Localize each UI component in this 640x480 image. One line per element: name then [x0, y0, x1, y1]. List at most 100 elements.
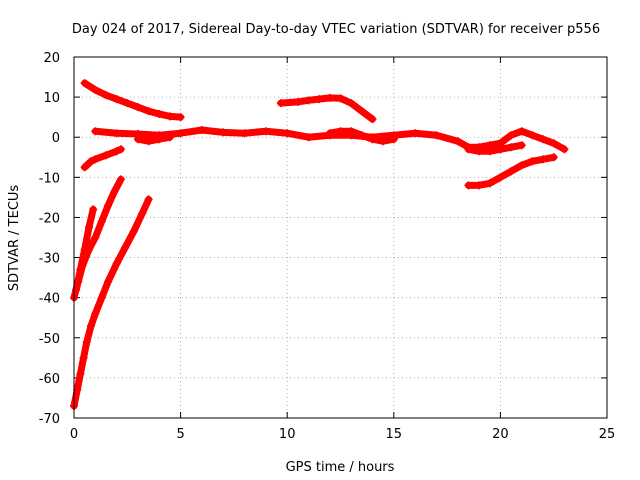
data-point — [112, 259, 121, 268]
data-point — [155, 135, 164, 144]
data-point — [496, 173, 505, 182]
data-point — [357, 107, 366, 116]
y-tick-label: -40 — [39, 292, 60, 307]
x-tick-label: 25 — [599, 427, 616, 442]
data-point — [432, 131, 441, 140]
data-point — [325, 93, 334, 102]
data-point — [485, 179, 494, 188]
data-point — [116, 175, 125, 184]
data-point — [276, 99, 285, 108]
series-arc-4 — [276, 93, 377, 124]
y-tick-label: -50 — [39, 332, 60, 347]
data-point — [475, 147, 484, 156]
x-tick-label: 20 — [492, 427, 509, 442]
data-point — [368, 135, 377, 144]
data-point — [411, 129, 420, 138]
data-point — [104, 277, 113, 286]
series-arc-7 — [464, 153, 558, 190]
data-point — [80, 245, 89, 254]
series-arc-6 — [464, 141, 526, 156]
data-point — [549, 139, 558, 148]
data-point — [91, 85, 100, 94]
x-tick-label: 5 — [176, 427, 184, 442]
data-point — [560, 145, 569, 154]
axis-ticks: 0 5 10 15 20 25 -70 -60 -50 -40 -30 -20 -10 0 10 20 — [39, 51, 616, 442]
data-point — [507, 131, 516, 140]
x-tick-label: 15 — [386, 427, 403, 442]
data-series — [70, 79, 569, 410]
data-point — [336, 94, 345, 103]
series-line — [277, 94, 376, 123]
data-point — [507, 143, 516, 152]
data-point — [464, 181, 473, 190]
data-point — [91, 233, 100, 242]
data-point — [80, 79, 89, 88]
data-point — [389, 135, 398, 144]
series-arc-1 — [80, 79, 185, 122]
data-point — [315, 95, 324, 104]
data-point — [464, 145, 473, 154]
y-tick-label: 10 — [43, 91, 60, 106]
data-point — [528, 131, 537, 140]
data-point — [112, 147, 121, 156]
data-point — [325, 129, 334, 138]
data-point — [197, 126, 206, 135]
data-point — [347, 127, 356, 136]
series-arc-3 — [133, 133, 174, 146]
data-point — [379, 137, 388, 146]
series-line — [134, 133, 174, 145]
plot-frame — [73, 56, 608, 419]
data-point — [97, 217, 106, 226]
x-tick-label: 0 — [70, 427, 78, 442]
y-tick-label: 0 — [52, 131, 60, 146]
series-arc-10 — [70, 195, 153, 410]
y-axis-label: SDTVAR / TECUs — [7, 185, 22, 292]
data-point — [91, 127, 100, 136]
data-point — [144, 137, 153, 146]
data-point — [72, 285, 81, 294]
data-point — [91, 155, 100, 164]
x-axis-label: GPS time / hours — [286, 460, 395, 475]
data-point — [87, 321, 96, 330]
data-point — [283, 129, 292, 138]
data-point — [336, 127, 345, 136]
data-point — [112, 95, 121, 104]
data-point — [368, 115, 377, 124]
series-arc-8 — [80, 145, 125, 172]
data-point — [89, 205, 98, 214]
data-point — [79, 353, 88, 362]
series-arc-11 — [72, 205, 98, 294]
data-point — [80, 163, 89, 172]
data-point — [101, 151, 110, 160]
data-point — [91, 309, 100, 318]
data-point — [104, 201, 113, 210]
chart-title: Day 024 of 2017, Sidereal Day-to-day VTE… — [72, 22, 600, 37]
data-point — [176, 113, 185, 122]
data-point — [347, 99, 356, 108]
y-tick-label: 20 — [43, 51, 60, 66]
data-point — [304, 96, 313, 105]
series-line — [81, 79, 185, 121]
series-line — [91, 126, 568, 153]
data-point — [549, 153, 558, 162]
data-point — [129, 227, 138, 236]
y-tick-label: -70 — [39, 412, 60, 427]
data-point — [528, 157, 537, 166]
data-point — [76, 265, 85, 274]
data-point — [517, 127, 526, 136]
data-point — [485, 147, 494, 156]
data-point — [453, 137, 462, 146]
data-point — [133, 103, 142, 112]
data-point — [116, 145, 125, 154]
data-point — [97, 293, 106, 302]
data-point — [76, 369, 85, 378]
data-point — [144, 195, 153, 204]
data-point — [165, 112, 174, 121]
data-point — [261, 127, 270, 136]
data-point — [73, 385, 82, 394]
data-point — [240, 129, 249, 138]
y-tick-label: -10 — [39, 171, 60, 186]
data-point — [121, 243, 130, 252]
data-point — [165, 133, 174, 142]
